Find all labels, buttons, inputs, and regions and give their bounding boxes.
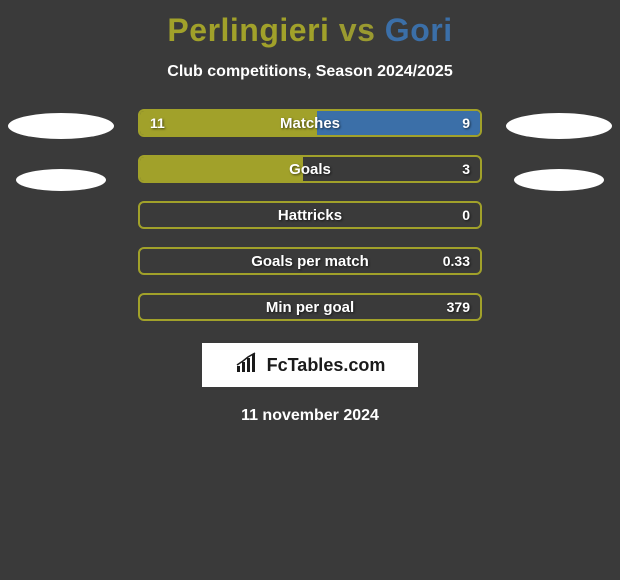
stat-row: Hattricks 0 — [138, 201, 482, 229]
stat-label: Goals — [289, 161, 331, 178]
decorative-ellipse — [16, 169, 106, 191]
decorative-ellipse — [506, 113, 612, 139]
stat-value-right: 0.33 — [443, 253, 470, 269]
date-line: 11 november 2024 — [0, 407, 620, 425]
stat-label: Hattricks — [278, 207, 342, 224]
page-title: Perlingieri vs Gori — [0, 12, 620, 49]
stat-row: Min per goal 379 — [138, 293, 482, 321]
stat-value-right: 3 — [462, 161, 470, 177]
brand-text: FcTables.com — [267, 355, 386, 376]
subtitle: Club competitions, Season 2024/2025 — [0, 63, 620, 81]
brand-box: FcTables.com — [202, 343, 418, 387]
stat-label: Matches — [280, 115, 340, 132]
stat-value-right: 9 — [462, 115, 470, 131]
stat-row: 11 Matches 9 — [138, 109, 482, 137]
stat-fill-right — [317, 111, 480, 135]
player1-name: Perlingieri — [167, 12, 329, 48]
stats-area: 11 Matches 9 Goals 3 Hattricks 0 Goals per matc… — [0, 109, 620, 321]
chart-bars-icon — [235, 352, 261, 379]
stat-label: Goals per match — [251, 253, 369, 270]
ellipse-column-right — [506, 109, 612, 191]
player2-name: Gori — [385, 12, 453, 48]
comparison-card: Perlingieri vs Gori Club competitions, S… — [0, 0, 620, 425]
vs-text: vs — [339, 12, 376, 48]
stat-row: Goals 3 — [138, 155, 482, 183]
stat-value-right: 379 — [447, 299, 470, 315]
decorative-ellipse — [8, 113, 114, 139]
stat-value-right: 0 — [462, 207, 470, 223]
stat-row: Goals per match 0.33 — [138, 247, 482, 275]
decorative-ellipse — [514, 169, 604, 191]
stat-label: Min per goal — [266, 299, 354, 316]
stat-rows: 11 Matches 9 Goals 3 Hattricks 0 Goals per matc… — [138, 109, 482, 321]
stat-fill-left — [140, 157, 303, 181]
ellipse-column-left — [8, 109, 114, 191]
stat-value-left: 11 — [150, 115, 165, 131]
